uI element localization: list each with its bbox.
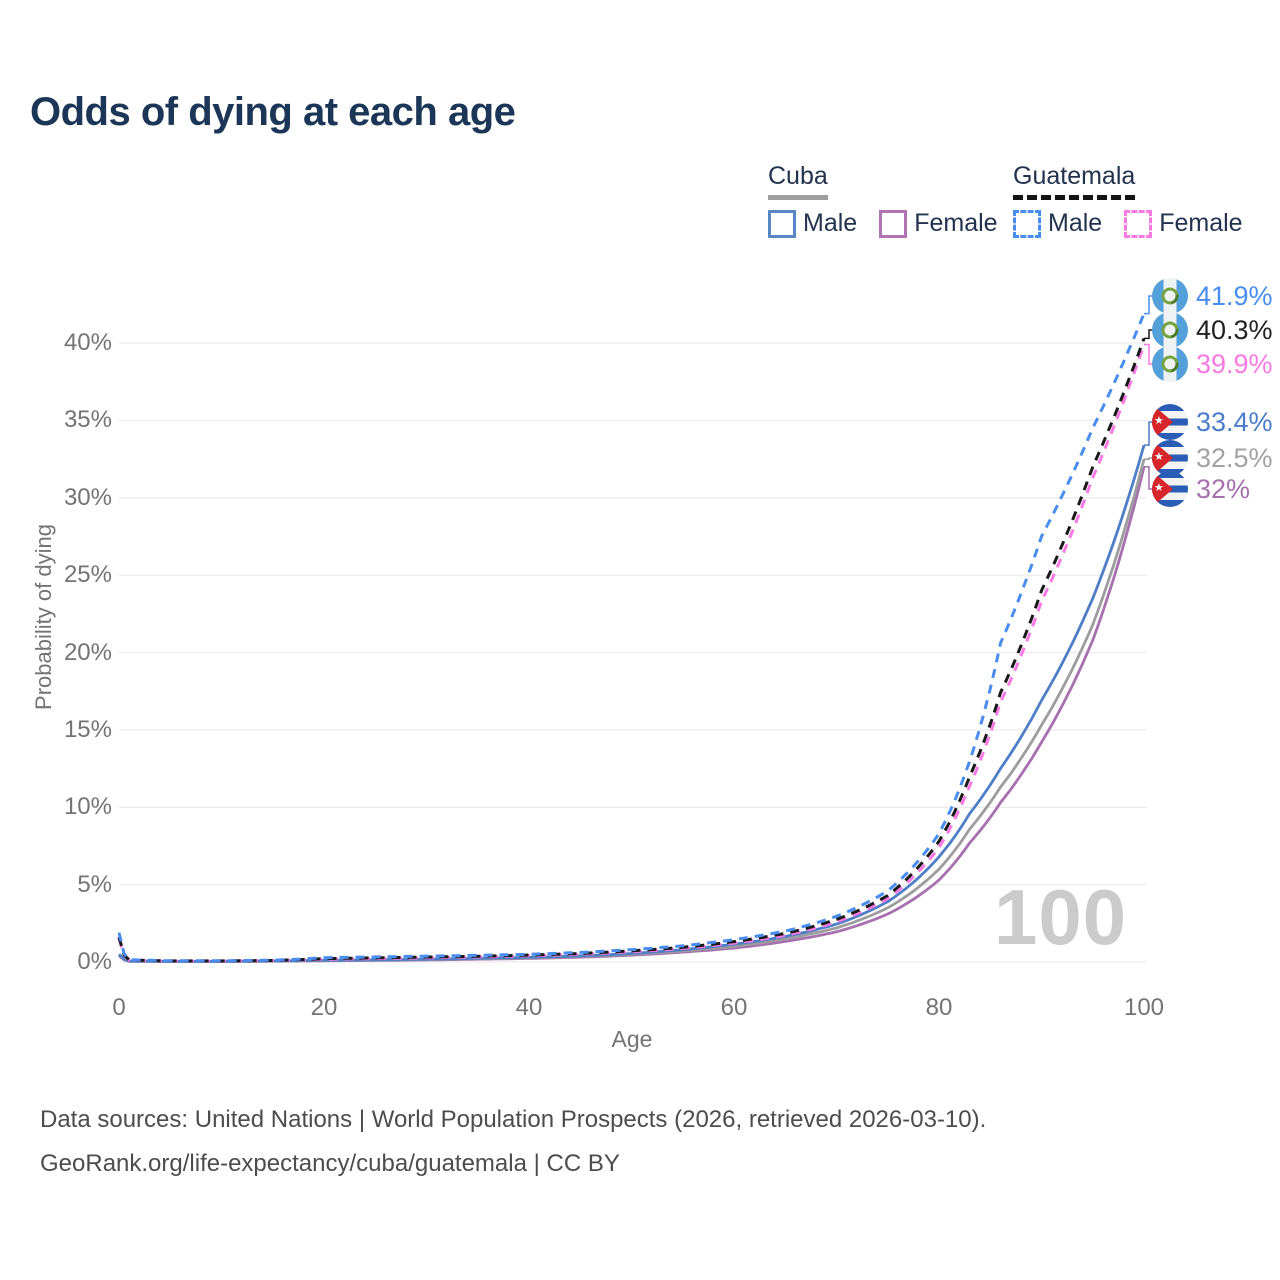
footer-attribution-link[interactable]: GeoRank.org/life-expectancy/cuba/guatema… (40, 1150, 620, 1177)
guatemala-flag-emblem (1158, 318, 1182, 342)
legend-item-label: Male (803, 209, 858, 237)
x-tick-label: 60 (720, 994, 748, 1021)
legend-group-cuba: Cuba Male Female (768, 162, 998, 238)
legend-item-cuba-female[interactable]: Female (879, 209, 998, 238)
y-axis-title: Probability of dying (31, 524, 56, 710)
guatemala-flag-emblem (1158, 284, 1182, 308)
cuba-flag-icon: ★ (1152, 404, 1188, 440)
end-label-connector-cuba-both (1144, 457, 1154, 460)
cuba-flag-triangle (1152, 404, 1173, 440)
end-label-value: 32% (1196, 473, 1251, 504)
y-tick-label: 30% (63, 484, 112, 511)
end-label-guatemala-both: 40.3% (1152, 312, 1273, 348)
end-label-guatemala-male: 41.9% (1152, 278, 1273, 314)
y-tick-label: 5% (77, 871, 112, 898)
guatemala-flag-icon (1152, 346, 1188, 382)
guatemala-female-swatch-icon (1124, 209, 1153, 238)
legend-group-guatemala: Guatemala Male Female (1013, 162, 1243, 238)
end-label-cuba-female: ★ 32% (1152, 471, 1250, 507)
legend-item-label: Female (914, 209, 998, 237)
y-tick-label: 20% (63, 639, 112, 666)
x-tick-label: 80 (925, 994, 953, 1021)
legend-header-cuba: Cuba (768, 162, 828, 200)
footer-data-sources: Data sources: United Nations | World Pop… (40, 1106, 987, 1133)
series-line-cuba-both (118, 458, 1146, 963)
legend-item-label: Male (1048, 209, 1103, 237)
end-label-connector-cuba-male (1144, 421, 1154, 446)
end-label-connector-guatemala-both (1144, 329, 1154, 340)
legend-item-guatemala-male[interactable]: Male (1013, 209, 1102, 238)
footer: Data sources: United Nations | World Pop… (40, 1106, 986, 1194)
cuba-female-swatch-icon (879, 209, 908, 238)
y-tick-label: 25% (63, 561, 112, 588)
end-label-value: 33.4% (1196, 406, 1273, 437)
cuba-male-swatch-icon (768, 209, 796, 238)
end-label-connector-guatemala-male (1144, 295, 1154, 315)
page-title: Odds of dying at each age (30, 90, 516, 134)
guatemala-flag-emblem (1158, 352, 1182, 376)
x-axis-title: Age (611, 1026, 653, 1052)
legend-item-guatemala-female[interactable]: Female (1124, 209, 1243, 238)
x-tick-label: 100 (1123, 994, 1165, 1021)
legend-header-guatemala: Guatemala (1013, 162, 1136, 200)
end-label-connector-cuba-female (1144, 466, 1154, 490)
y-tick-label: 40% (63, 329, 112, 356)
age-watermark: 100 (994, 873, 1128, 961)
cuba-flag-triangle (1152, 471, 1173, 507)
series-line-guatemala-both (117, 337, 1146, 963)
cuba-flag-star: ★ (1154, 451, 1164, 464)
end-label-connector-guatemala-female (1144, 343, 1154, 365)
end-label-value: 40.3% (1196, 314, 1273, 345)
series-line-cuba-female (118, 466, 1146, 963)
cuba-flag-icon: ★ (1152, 440, 1188, 476)
x-tick-label: 0 (112, 994, 126, 1021)
legend-item-cuba-male[interactable]: Male (768, 209, 857, 238)
guatemala-flag-icon (1152, 278, 1188, 314)
x-tick-label: 40 (515, 994, 543, 1021)
guatemala-flag-icon (1152, 312, 1188, 348)
cuba-flag-star: ★ (1154, 482, 1164, 495)
legend-item-label: Female (1159, 209, 1243, 237)
cuba-flag-triangle (1152, 440, 1173, 476)
cuba-flag-icon: ★ (1152, 471, 1188, 507)
x-tick-label: 20 (310, 994, 338, 1021)
y-tick-label: 35% (63, 406, 112, 433)
y-tick-label: 0% (77, 948, 112, 975)
end-label-value: 41.9% (1196, 280, 1273, 311)
y-tick-label: 15% (63, 716, 112, 743)
end-label-value: 32.5% (1196, 442, 1273, 473)
guatemala-male-swatch-icon (1013, 209, 1041, 238)
end-label-value: 39.9% (1196, 348, 1273, 379)
series-line-guatemala-female (117, 344, 1146, 963)
cuba-flag-star: ★ (1154, 415, 1164, 428)
series-line-guatemala-male (117, 313, 1146, 963)
end-label-cuba-male: ★ 33.4% (1152, 404, 1273, 440)
end-label-guatemala-female: 39.9% (1152, 346, 1273, 382)
y-tick-label: 10% (63, 793, 112, 820)
end-label-cuba-both: ★ 32.5% (1152, 440, 1273, 476)
